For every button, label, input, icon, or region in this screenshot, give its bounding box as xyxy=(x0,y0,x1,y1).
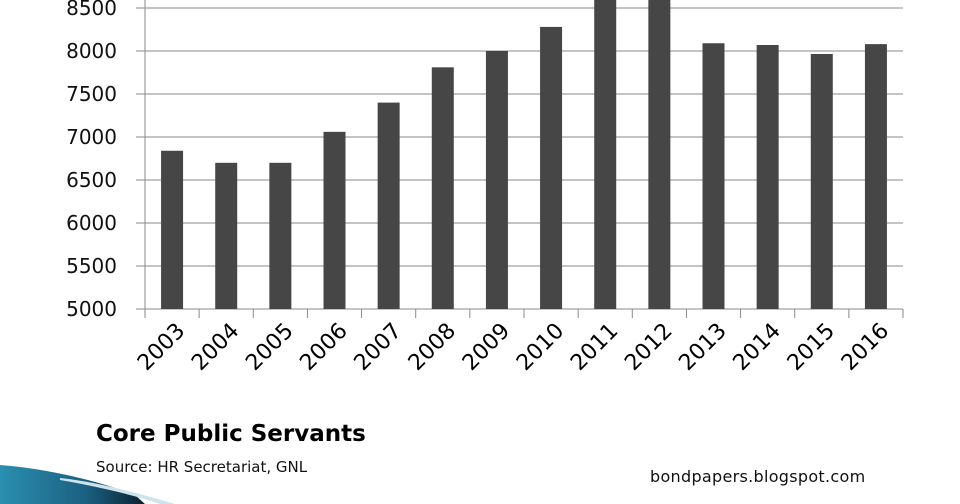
x-tick-label: 2009 xyxy=(458,319,515,376)
y-tick-label: 6000 xyxy=(66,211,117,235)
bar-2015 xyxy=(810,54,833,310)
x-tick-label: 2005 xyxy=(241,319,298,376)
bar-2013 xyxy=(702,43,725,309)
bar-2012 xyxy=(648,0,671,310)
x-tick-label: 2012 xyxy=(620,319,677,376)
bar-2006 xyxy=(323,131,346,309)
decorative-swoosh xyxy=(0,465,175,504)
bar-2016 xyxy=(864,44,887,310)
bar-2008 xyxy=(431,67,454,309)
chart-title: Core Public Servants xyxy=(96,421,366,447)
x-tick-label: 2007 xyxy=(350,319,407,376)
x-tick-label: 2013 xyxy=(674,319,731,376)
x-tick-label: 2008 xyxy=(404,319,461,376)
chart-source: Source: HR Secretariat, GNL xyxy=(96,458,308,476)
bar-2003 xyxy=(161,150,184,309)
y-tick-label: 8500 xyxy=(66,0,117,20)
x-tick-label: 2006 xyxy=(295,319,352,376)
y-tick-label: 5500 xyxy=(66,254,117,278)
bar-2007 xyxy=(377,102,400,309)
y-tick-label: 8000 xyxy=(66,39,117,63)
x-tick-label: 2016 xyxy=(837,319,894,376)
y-tick-label: 6500 xyxy=(66,168,117,192)
x-tick-label: 2014 xyxy=(729,319,786,376)
bar-2004 xyxy=(215,162,238,309)
x-tick-label: 2011 xyxy=(566,319,623,376)
bar-2005 xyxy=(269,162,292,309)
y-tick-label: 7500 xyxy=(66,82,117,106)
y-tick-label: 7000 xyxy=(66,125,117,149)
x-tick-label: 2015 xyxy=(783,319,840,376)
chart-credit: bondpapers.blogspot.com xyxy=(650,467,866,486)
y-tick-label: 5000 xyxy=(66,297,117,321)
bar-2009 xyxy=(485,51,508,309)
x-tick-label: 2003 xyxy=(133,319,190,376)
bar-2011 xyxy=(594,0,617,310)
bar-2010 xyxy=(540,26,563,309)
x-tick-label: 2010 xyxy=(512,319,569,376)
x-tick-label: 2004 xyxy=(187,319,244,376)
bar-2014 xyxy=(756,44,779,309)
